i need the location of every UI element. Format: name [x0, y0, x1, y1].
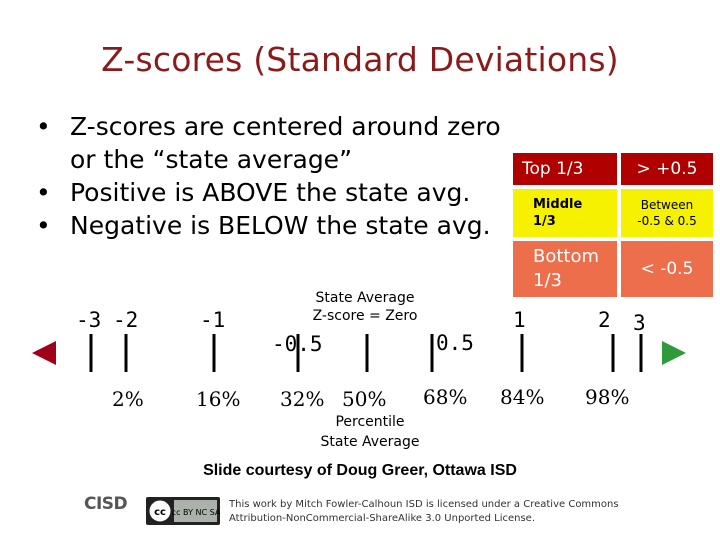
bullet-text-continued: or the “state average”	[70, 145, 353, 174]
legend-top-label-cell: Top 1/3	[513, 153, 617, 185]
percentile-line1: Percentile	[335, 414, 405, 430]
slide-title: Z-scores (Standard Deviations)	[101, 40, 619, 79]
license-text: This work by Mitch Fowler-Calhoun ISD is…	[229, 498, 619, 526]
state-average-line2: Z-score = Zero	[312, 308, 418, 324]
legend-bottom-value: < -0.5	[640, 259, 694, 279]
arrow-left-icon	[32, 341, 56, 365]
bullet-text: Positive is ABOVE the state avg.	[70, 178, 471, 207]
z-label: -0.5	[272, 332, 323, 356]
percentile-label: 84%	[500, 385, 545, 409]
z-label: -2	[113, 308, 139, 332]
z-label: 1	[513, 308, 526, 332]
svg-text:cc: cc	[154, 507, 166, 518]
legend-middle-value-cell: Between -0.5 & 0.5	[621, 189, 713, 237]
state-average-line1: State Average	[315, 290, 415, 306]
bullet-dot: •	[36, 112, 51, 141]
bullet-text: Negative is BELOW the state avg.	[70, 211, 491, 240]
arrow-right-icon	[662, 341, 686, 365]
z-label: 0.5	[436, 331, 474, 355]
z-label: 3	[633, 311, 646, 335]
cisd-logo: CISD	[84, 494, 128, 514]
percentile-label: 98%	[585, 385, 630, 409]
legend-middle-label-cell: Middle 1/3	[513, 189, 617, 237]
percentile-label: 2%	[112, 387, 144, 411]
bullet-dot: •	[36, 211, 51, 240]
z-label: -3	[76, 308, 102, 332]
percentile-line2: State Average	[320, 434, 420, 450]
legend-bottom-label: Bottom 1/3	[533, 246, 600, 291]
bullet-item: • Negative is BELOW the state avg.	[30, 209, 501, 242]
bullet-list: • Z-scores are centered around zero or t…	[30, 110, 501, 242]
legend-middle-value: Between -0.5 & 0.5	[637, 198, 697, 228]
legend-bottom-label-cell: Bottom 1/3	[513, 241, 617, 297]
percentile-state-average-label: Percentile State Average	[300, 412, 440, 452]
bullet-item: • Positive is ABOVE the state avg.	[30, 176, 501, 209]
percentile-label: 68%	[423, 385, 468, 409]
license-line1: This work by Mitch Fowler-Calhoun ISD is…	[229, 499, 619, 510]
percentile-label: 50%	[342, 387, 387, 411]
z-label: -1	[200, 308, 226, 332]
legend-top-value-cell: > +0.5	[621, 153, 713, 185]
cc-badge-text: cc BY NC SA	[172, 508, 220, 517]
percentile-label: 32%	[280, 387, 325, 411]
legend-middle-label: Middle 1/3	[533, 197, 583, 229]
legend-bottom-value-cell: < -0.5	[621, 241, 713, 297]
creative-commons-badge-icon: cc cc BY NC SA	[146, 497, 220, 525]
z-label: 2	[598, 308, 611, 332]
slide-courtesy: Slide courtesy of Doug Greer, Ottawa ISD	[203, 462, 517, 479]
bullet-item: • Z-scores are centered around zero or t…	[30, 110, 501, 176]
legend-top-label: Top 1/3	[522, 159, 584, 179]
bullet-dot: •	[36, 178, 51, 207]
license-line2: Attribution-NonCommercial-ShareAlike 3.0…	[229, 513, 536, 524]
bullet-text: Z-scores are centered around zero	[70, 112, 501, 141]
state-average-zscore-label: State Average Z-score = Zero	[295, 289, 435, 325]
legend-top-value: > +0.5	[636, 159, 698, 179]
percentile-label: 16%	[196, 387, 241, 411]
